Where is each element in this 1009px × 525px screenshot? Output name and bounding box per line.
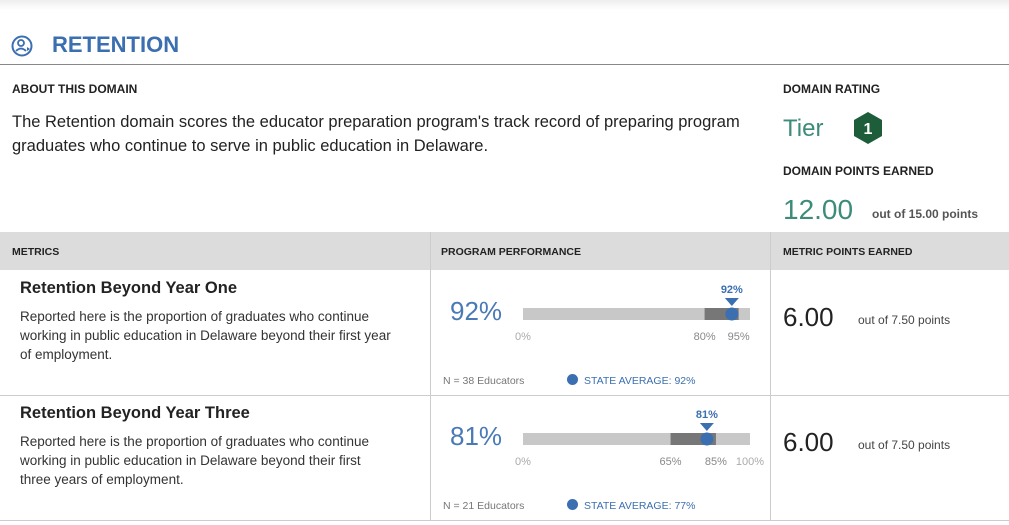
title-rule	[0, 64, 1009, 65]
row-rule	[0, 520, 1009, 521]
scale-label: 0%	[515, 456, 531, 468]
metric-name: Retention Beyond Year One	[20, 279, 237, 297]
about-heading: ABOUT THIS DOMAIN	[12, 82, 138, 96]
state-average-dot	[567, 499, 578, 510]
performance-pointer	[724, 298, 739, 306]
performance-value: 92%	[450, 296, 503, 326]
performance-pointer	[699, 423, 714, 431]
metric-description: Reported here is the proportion of gradu…	[20, 434, 369, 487]
scale-label: 0%	[515, 331, 531, 343]
column-header: PROGRAM PERFORMANCE	[441, 246, 582, 258]
range-label: 65%	[660, 456, 682, 468]
performance-marker-label: 92%	[721, 284, 743, 296]
table-header	[0, 232, 1009, 270]
tier-value: 1	[864, 121, 873, 138]
performance-bar: 80% 95% 0% 92%	[515, 284, 750, 343]
state-average: STATE AVERAGE: 92%	[584, 375, 696, 387]
performance-marker	[725, 307, 739, 321]
domain-title: RETENTION	[52, 32, 180, 57]
bar-track	[523, 308, 750, 320]
domain-points: 12.00	[783, 194, 854, 225]
metric-points: 6.00	[783, 302, 834, 332]
educator-count: N = 38 Educators	[443, 375, 525, 387]
performance-marker-label: 81%	[696, 409, 718, 421]
educator-count: N = 21 Educators	[443, 500, 525, 512]
tier-label: Tier	[783, 115, 824, 142]
column-header: METRICS	[12, 246, 60, 258]
metric-description: Reported here is the proportion of gradu…	[20, 309, 391, 362]
metric-name: Retention Beyond Year Three	[20, 404, 250, 422]
points-heading: DOMAIN POINTS EARNED	[783, 164, 934, 178]
top-shadow	[0, 0, 1009, 10]
metric-points-total: out of 7.50 points	[858, 438, 951, 452]
about-text: The Retention domain scores the educator…	[12, 113, 740, 155]
range-label: 80%	[694, 331, 716, 343]
performance-marker	[700, 432, 714, 446]
retention-icon	[11, 35, 33, 57]
rating-heading: DOMAIN RATING	[783, 82, 881, 96]
metric-points-total: out of 7.50 points	[858, 313, 951, 327]
range-label: 85%	[705, 456, 727, 468]
column-divider	[770, 232, 771, 520]
column-header: METRIC POINTS EARNED	[783, 246, 913, 258]
scale-label: 100%	[736, 456, 764, 468]
state-average-dot	[567, 374, 578, 385]
row-rule	[0, 395, 1009, 396]
tier-badge: 1	[854, 112, 882, 144]
column-divider	[430, 232, 431, 520]
performance-bar: 65% 85% 0% 100% 81%	[515, 409, 764, 468]
range-label: 95%	[728, 331, 750, 343]
domain-points-total: out of 15.00 points	[872, 207, 979, 221]
performance-value: 81%	[450, 421, 503, 451]
state-average: STATE AVERAGE: 77%	[584, 500, 696, 512]
metric-points: 6.00	[783, 427, 834, 457]
